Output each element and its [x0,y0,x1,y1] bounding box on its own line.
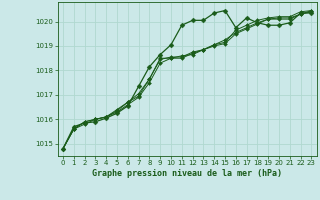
X-axis label: Graphe pression niveau de la mer (hPa): Graphe pression niveau de la mer (hPa) [92,169,282,178]
